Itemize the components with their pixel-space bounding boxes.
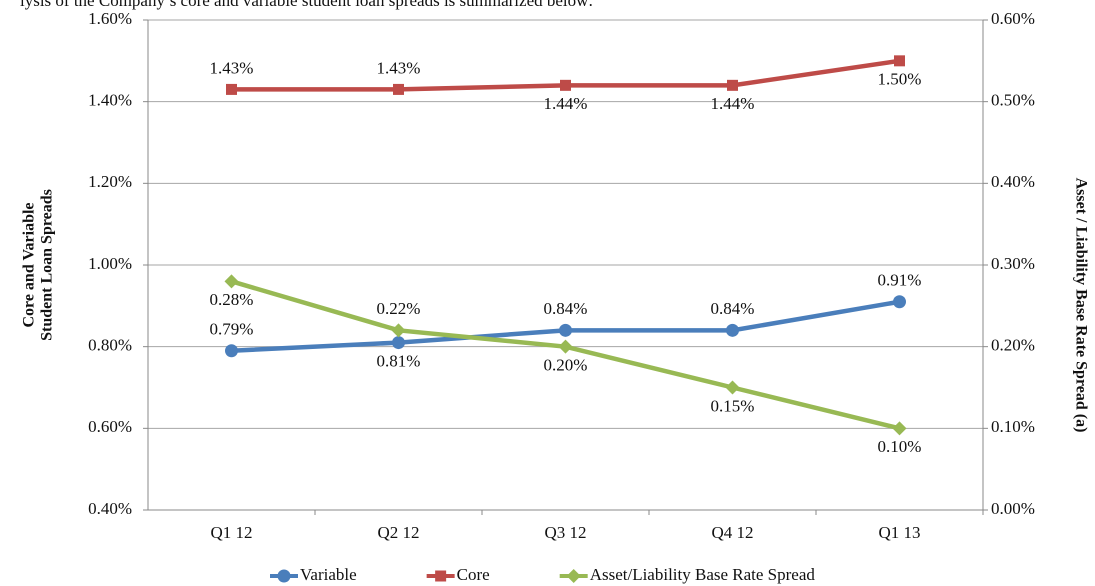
y2-tick-label: 0.30% [991,254,1035,273]
y-tick-label: 0.40% [88,499,132,518]
data-point [558,339,573,354]
data-point [225,344,238,358]
legend-label: Variable [300,565,357,584]
legend-label: Asset/Liability Base Rate Spread [590,565,816,584]
x-tick-label: Q2 12 [377,523,419,542]
data-label: 0.81% [377,351,421,370]
y-tick-label: 1.20% [88,172,132,191]
data-point [892,421,907,436]
y2-tick-label: 0.20% [991,336,1035,355]
data-label: 0.91% [878,271,922,290]
data-point [727,79,738,91]
x-tick-label: Q4 12 [711,523,753,542]
data-label: 0.10% [878,437,922,456]
data-point [224,274,239,289]
x-tick-label: Q1 13 [878,523,920,542]
data-label: 0.79% [210,320,254,339]
legend-marker [566,569,581,583]
y-tick-label: 1.60% [88,9,132,28]
data-label: 1.44% [711,94,755,113]
data-point [226,83,237,95]
data-label: 0.15% [711,396,755,415]
data-label: 0.28% [210,290,254,309]
x-tick-label: Q1 12 [210,523,252,542]
data-point [392,336,405,350]
data-point [725,380,740,395]
data-label: 1.44% [544,94,588,113]
y-tick-label: 0.60% [88,417,132,436]
data-label: 1.50% [878,70,922,89]
x-tick-label: Q3 12 [544,523,586,542]
data-label: 1.43% [210,58,254,77]
data-label: 0.84% [711,299,755,318]
data-label: 1.43% [377,58,421,77]
data-label: 0.20% [544,356,588,375]
y2-axis-title: Asset / Liability Base Rate Spread (a) [1072,178,1089,433]
y-tick-label: 1.00% [88,254,132,273]
y2-tick-label: 0.00% [991,499,1035,518]
data-point [391,323,406,338]
y2-tick-label: 0.60% [991,9,1035,28]
y-axis-title: Core and Variable [21,202,38,327]
data-point [726,323,739,337]
legend-label: Core [457,565,490,584]
data-point [393,83,404,95]
legend-marker [277,569,291,583]
data-label: 0.84% [544,299,588,318]
data-label: 0.22% [377,299,421,318]
data-point [894,55,905,67]
legend-marker [435,570,447,582]
data-point [560,79,571,91]
data-point [893,295,906,309]
y2-tick-label: 0.10% [991,417,1035,436]
caption: lysis of the Company’s core and variable… [20,0,593,10]
data-point [559,323,572,337]
y2-tick-label: 0.50% [991,91,1035,110]
y-axis-title: Student Loan Spreads [39,189,56,341]
y2-tick-label: 0.40% [991,172,1035,191]
y-tick-label: 1.40% [88,91,132,110]
y-tick-label: 0.80% [88,336,132,355]
